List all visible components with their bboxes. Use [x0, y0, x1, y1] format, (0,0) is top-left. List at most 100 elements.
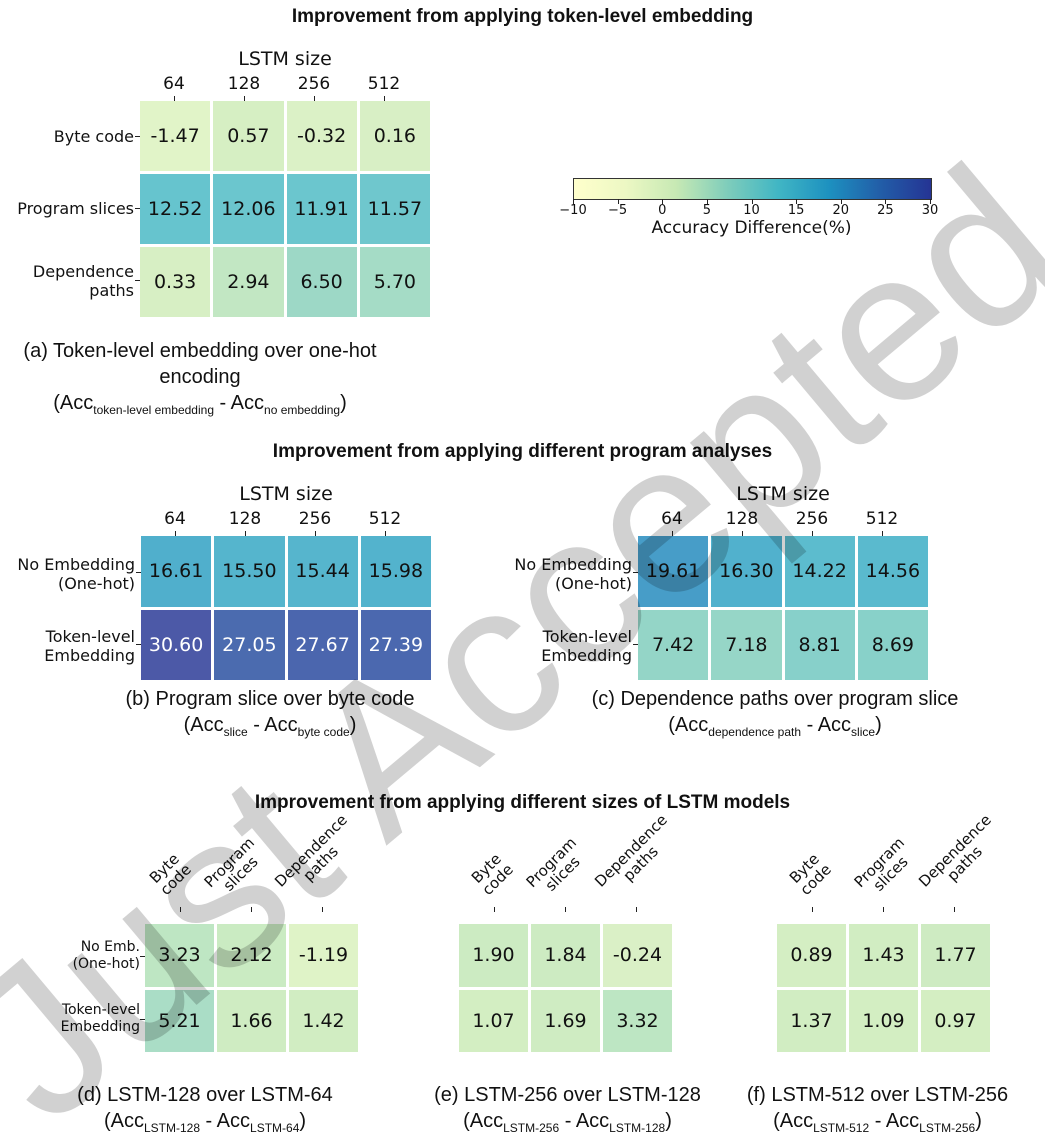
heatmap-e-formula: (AccLSTM-256 - AccLSTM-128) [463, 1110, 672, 1135]
heatmap-f-cell: 0.89 [777, 924, 846, 987]
colorbar-tick-label: 30 [921, 203, 939, 218]
heatmap-c-xlabel: LSTM size [736, 483, 830, 505]
heatmap-e-grid: 1.90 1.84 -0.24 1.07 1.69 3.32 [459, 924, 672, 1052]
heatmap-b-row-label-line: No Embedding [17, 555, 135, 574]
colorbar-tickmark [885, 199, 887, 204]
heatmap-b-caption-text: (b) Program slice over byte code [125, 688, 415, 710]
heatmap-d-row-label-line: (One-hot) [72, 956, 140, 972]
colorbar-gradient [573, 178, 932, 200]
heatmap-c-formula: (Accdependence path - Accslice) [668, 714, 882, 739]
heatmap-a-cell: 5.70 [359, 247, 430, 317]
heatmap-c-cell: 16.30 [711, 536, 782, 607]
colorbar-tick-label: 10 [743, 203, 760, 218]
heatmap-c-row-label-line: Embedding [541, 646, 632, 665]
heatmap-a-cell: 0.16 [359, 101, 430, 171]
heatmap-e-cell: 3.32 [603, 989, 672, 1052]
heatmap-b-grid: 16.61 15.50 15.44 15.98 30.60 27.05 27.67 27.39 [141, 536, 431, 680]
heatmap-d-grid: 3.23 2.12 -1.19 5.21 1.66 1.42 [145, 924, 358, 1052]
heatmap-a-row-label: Program slices [17, 199, 134, 218]
heatmap-a-cell: 6.50 [286, 247, 357, 317]
heatmap-c-row-label-line: No Embedding [514, 555, 632, 574]
heatmap-d-cell: 5.21 [145, 989, 214, 1052]
colorbar-tickmark [617, 199, 619, 204]
heatmap-c-cell: 14.22 [784, 536, 855, 607]
colorbar-tick-label: 20 [832, 203, 850, 218]
colorbar-tickmark [840, 199, 842, 204]
heatmap-a-cell: 12.52 [140, 174, 211, 244]
heatmap-d-cell: 1.42 [289, 989, 358, 1052]
colorbar-tickmark [796, 199, 798, 204]
heatmap-f-cell: 0.97 [921, 989, 990, 1052]
heatmap-d-row-label-line: No Emb. [80, 939, 140, 955]
heatmap-a-row-label-line: paths [89, 281, 134, 300]
heatmap-d-row-label-line: Embedding [60, 1019, 140, 1035]
heatmap-a-row-label: Dependence paths [0, 262, 134, 300]
heatmap-c-row-label-line: Token-level [542, 627, 632, 646]
heatmap-c-row-label: Token-level Embedding [480, 627, 632, 665]
colorbar-label: Accuracy Difference(%) [651, 218, 852, 238]
colorbar-tickmark [930, 199, 931, 204]
heatmap-b-xlabel: LSTM size [239, 483, 333, 505]
heatmap-c-cell: 8.81 [784, 609, 855, 680]
heatmap-c-cell: 7.42 [638, 609, 709, 680]
heatmap-c-row-label-line: (One-hot) [554, 574, 632, 593]
heatmap-b-cell: 15.50 [214, 536, 285, 607]
heatmap-d-row-label: No Emb. (One-hot) [0, 939, 140, 973]
colorbar-tick-label: −5 [608, 203, 628, 218]
heatmap-b-cell: 15.98 [360, 536, 431, 607]
heatmap-d-caption: (d) LSTM-128 over LSTM-64 (AccLSTM-128 -… [40, 1082, 370, 1141]
heatmap-f-xtick: Byte code [777, 841, 842, 906]
heatmap-c-xtick: 64 [661, 509, 683, 529]
colorbar-tick-label: 15 [787, 203, 805, 218]
heatmap-c-xtick: 512 [865, 509, 899, 529]
heatmap-e-cell: 1.84 [531, 924, 600, 987]
heatmap-c-xtick: 256 [795, 509, 829, 529]
heatmap-b-cell: 15.44 [287, 536, 358, 607]
heatmap-c-cell: 8.69 [857, 609, 928, 680]
heatmap-a-row-label: Byte code [53, 127, 134, 146]
heatmap-c-cell: 14.56 [857, 536, 928, 607]
heatmap-f-cell: 1.37 [777, 989, 846, 1052]
heatmap-d-xtick: Dependence paths [271, 811, 358, 901]
colorbar-tickmark [751, 199, 753, 204]
heatmap-f-cell: 1.77 [921, 924, 990, 987]
heatmap-a-xtick: 512 [367, 74, 401, 94]
colorbar-tickmark [573, 199, 574, 204]
heatmap-f-xtick: Dependence paths [915, 811, 1002, 901]
heatmap-f-xtick: Program slices [849, 832, 921, 904]
colorbar-tick-label: 5 [702, 203, 712, 218]
heatmap-d-cell: 2.12 [217, 924, 286, 987]
heatmap-a-caption: (a) Token-level embedding over one-hot e… [0, 338, 400, 423]
heatmap-e-caption: (e) LSTM-256 over LSTM-128 (AccLSTM-256 … [395, 1082, 740, 1141]
heatmap-a-caption-text: (a) Token-level embedding over one-hot e… [23, 340, 377, 388]
heatmap-f-cell: 1.43 [849, 924, 918, 987]
heatmap-b-cell: 16.61 [141, 536, 212, 607]
heatmap-c-grid: 19.61 16.30 14.22 14.56 7.42 7.18 8.81 8.69 [638, 536, 928, 680]
heatmap-d-caption-text: (d) LSTM-128 over LSTM-64 [77, 1084, 333, 1106]
heatmap-b-row-label-line: Embedding [44, 646, 135, 665]
section-title-lstm-sizes: Improvement from applying different size… [254, 792, 791, 813]
section-title-program-analyses: Improvement from applying different prog… [272, 441, 773, 462]
heatmap-f-caption-text: (f) LSTM-512 over LSTM-256 [746, 1084, 1009, 1106]
heatmap-e-xtick: Program slices [521, 832, 593, 904]
heatmap-d-row-label-line: Token-level [61, 1002, 140, 1018]
heatmap-f-grid: 0.89 1.43 1.77 1.37 1.09 0.97 [777, 924, 990, 1052]
heatmap-a-cell: 0.57 [213, 101, 284, 171]
heatmap-a-cell: -0.32 [286, 101, 357, 171]
colorbar-tick-label: 0 [658, 203, 667, 218]
heatmap-b-row-label: Token-level Embedding [0, 627, 135, 665]
heatmap-e-cell: 1.90 [459, 924, 528, 987]
heatmap-e-cell: 1.69 [531, 989, 600, 1052]
heatmap-f-formula: (AccLSTM-512 - AccLSTM-256) [773, 1110, 982, 1135]
heatmap-b-xtick: 512 [368, 509, 402, 529]
heatmap-f-caption: (f) LSTM-512 over LSTM-256 (AccLSTM-512 … [715, 1082, 1040, 1141]
heatmap-a-cell: 11.57 [359, 174, 430, 244]
heatmap-b-cell: 30.60 [141, 609, 212, 680]
heatmap-b-row-label-line: Token-level [45, 627, 135, 646]
heatmap-b-row-label-line: (One-hot) [57, 574, 135, 593]
heatmap-b-cell: 27.67 [287, 609, 358, 680]
heatmap-a-xtick: 64 [163, 74, 185, 94]
heatmap-b-xtick: 128 [228, 509, 262, 529]
colorbar-tickmark [662, 199, 664, 204]
heatmap-c-row-label: No Embedding (One-hot) [480, 555, 632, 593]
